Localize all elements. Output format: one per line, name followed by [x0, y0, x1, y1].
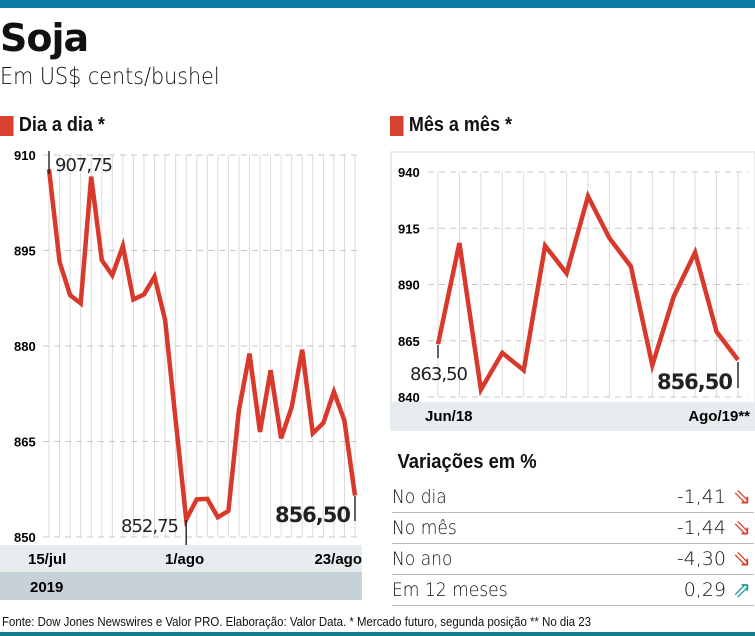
x-tick-label: 23/ago: [314, 551, 362, 568]
arrow-down-right-icon: ⇘: [732, 515, 752, 541]
arrow-up-right-icon: ⇗: [732, 577, 752, 603]
section-marker-icon: [0, 115, 14, 136]
top-accent-bar: [0, 0, 755, 8]
y-tick-label: 915: [398, 221, 420, 236]
page-title: Soja: [0, 16, 89, 60]
variation-label: No ano: [392, 548, 453, 570]
x-tick-label: 15/jul: [28, 551, 66, 568]
variation-value: -1,44: [676, 517, 726, 539]
bottom-accent-bar: [0, 632, 755, 636]
variations-table: Variações em % No dia -1,41 ⇘ No mês -1,4…: [392, 446, 754, 606]
y-tick-label: 865: [14, 435, 36, 450]
year-label: 2019: [30, 579, 63, 596]
annotation-label: 907,75: [55, 155, 112, 176]
variation-row: No dia -1,41 ⇘: [392, 482, 754, 513]
variation-row: No mês -1,44 ⇘: [392, 513, 754, 544]
year-band: [0, 572, 362, 600]
footer-source: Fonte: Dow Jones Newswires e Valor PRO. …: [2, 614, 592, 629]
y-tick-label: 850: [14, 530, 36, 545]
page-subtitle: Em US$ cents/bushel: [0, 64, 220, 90]
x-tick-label: Jun/18: [425, 408, 473, 425]
variation-label: No mês: [392, 517, 457, 539]
y-tick-label: 880: [14, 339, 36, 354]
variation-value: 0,29: [683, 579, 726, 601]
y-tick-label: 840: [398, 390, 420, 405]
variation-label: Em 12 meses: [392, 579, 508, 601]
y-tick-label: 940: [398, 165, 420, 180]
x-axis-band: [0, 545, 362, 572]
price-line: [46, 169, 358, 528]
x-axis-band: [391, 402, 755, 430]
variation-label: No dia: [392, 486, 447, 508]
y-tick-label: 865: [398, 334, 420, 349]
daily-section-header: Dia a dia *: [0, 114, 105, 137]
arrow-down-right-icon: ⇘: [732, 484, 752, 510]
daily-title: Dia a dia *: [18, 114, 105, 136]
variation-row: No ano -4,30 ⇘: [392, 544, 754, 575]
annotation-label: 856,50: [657, 370, 732, 394]
section-marker-icon: [390, 115, 404, 136]
arrow-down-right-icon: ⇘: [732, 546, 752, 572]
variation-value: -4,30: [676, 548, 726, 570]
monthly-section-header: Mês a mês *: [390, 114, 512, 137]
annotation-label: 852,75: [121, 516, 178, 537]
x-tick-label: Ago/19**: [688, 408, 750, 425]
variations-title: Variações em %: [397, 451, 537, 473]
monthly-title: Mês a mês *: [408, 114, 512, 136]
annotation-label: 863,50: [410, 364, 468, 385]
y-tick-label: 895: [14, 244, 36, 259]
annotation-label: 856,50: [275, 503, 350, 527]
y-tick-label: 890: [398, 278, 420, 293]
variation-row: Em 12 meses 0,29 ⇗: [392, 575, 754, 606]
y-tick-label: 910: [14, 148, 36, 163]
variation-value: -1,41: [676, 486, 726, 508]
x-tick-label: 1/ago: [165, 551, 204, 568]
